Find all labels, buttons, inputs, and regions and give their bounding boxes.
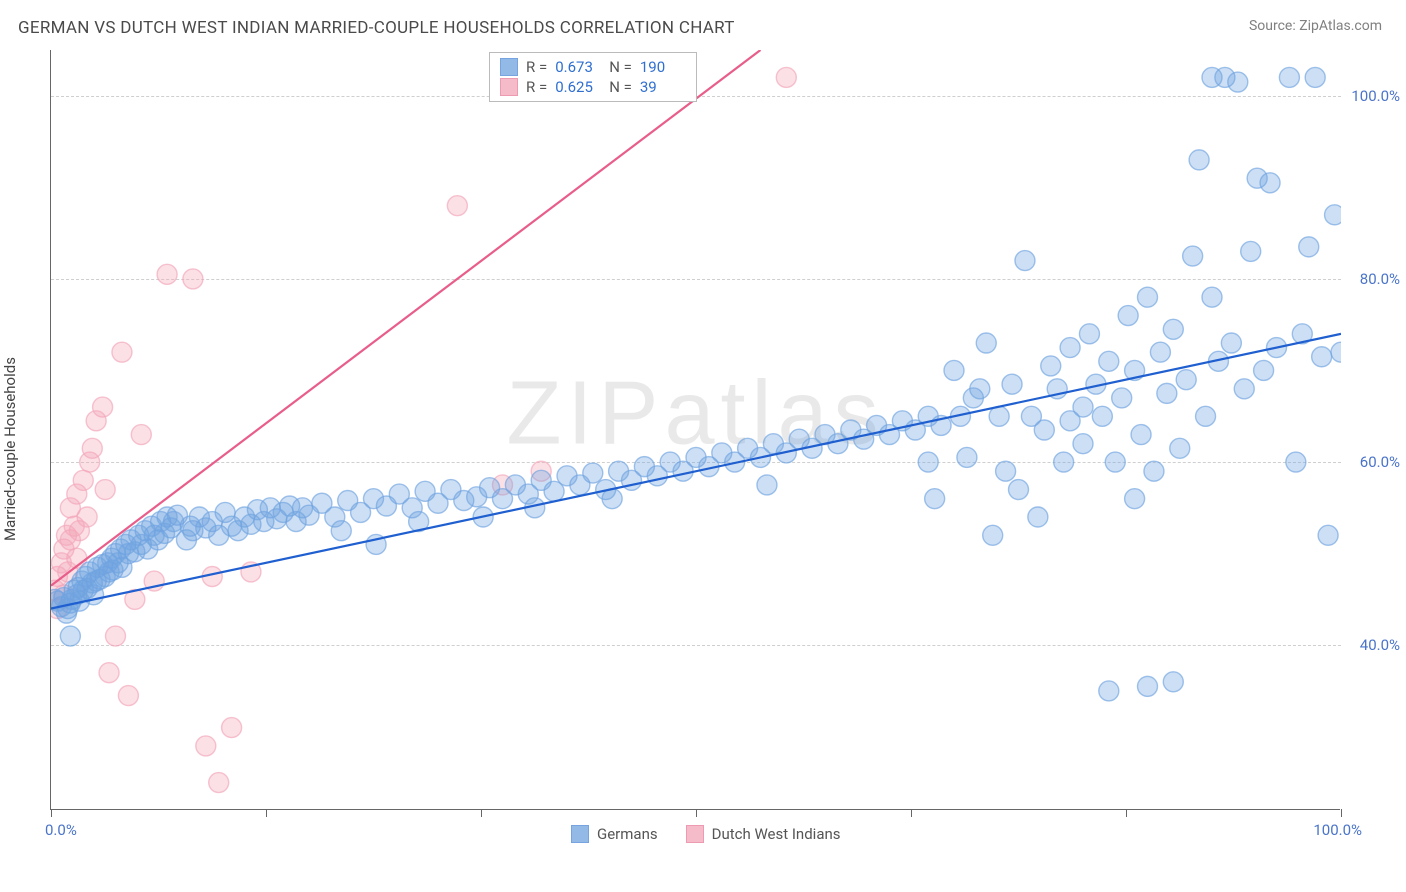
n-value-germans: 190: [640, 58, 686, 76]
legend-item-germans: Germans: [571, 825, 658, 843]
swatch-germans-icon: [500, 58, 518, 76]
legend-label-dutch: Dutch West Indians: [712, 825, 841, 843]
x-tick-label-min: 0.0%: [45, 821, 77, 839]
plot-area: ZIPatlas 40.0%60.0%80.0%100.0% R = 0.673…: [50, 50, 1340, 810]
swatch-dutch-icon: [500, 78, 518, 96]
chart-container: Married-couple Households ZIPatlas 40.0%…: [50, 50, 1390, 830]
legend-label-germans: Germans: [597, 825, 658, 843]
y-axis-label: Married-couple Households: [1, 357, 19, 541]
chart-header: GERMAN VS DUTCH WEST INDIAN MARRIED-COUP…: [0, 0, 1406, 44]
stats-row-germans: R = 0.673 N = 190: [500, 57, 686, 77]
x-tick-label-max: 100.0%: [1313, 821, 1362, 839]
y-tick-label: 80.0%: [1360, 270, 1400, 288]
stats-row-dutch: R = 0.625 N = 39: [500, 77, 686, 97]
n-value-dutch: 39: [640, 78, 670, 96]
legend-swatch-germans-icon: [571, 825, 589, 843]
scatter-svg: [51, 50, 1341, 810]
stats-legend: R = 0.673 N = 190 R = 0.625 N = 39: [489, 52, 697, 102]
r-value-dutch: 0.625: [555, 78, 601, 96]
y-tick-label: 40.0%: [1360, 636, 1400, 654]
r-value-germans: 0.673: [555, 58, 601, 76]
legend-swatch-dutch-icon: [686, 825, 704, 843]
series-legend: Germans Dutch West Indians: [571, 825, 841, 843]
y-tick-label: 60.0%: [1360, 453, 1400, 471]
chart-source: Source: ZipAtlas.com: [1249, 18, 1382, 34]
legend-item-dutch: Dutch West Indians: [686, 825, 841, 843]
chart-title: GERMAN VS DUTCH WEST INDIAN MARRIED-COUP…: [18, 18, 735, 38]
y-tick-label: 100.0%: [1351, 87, 1400, 105]
